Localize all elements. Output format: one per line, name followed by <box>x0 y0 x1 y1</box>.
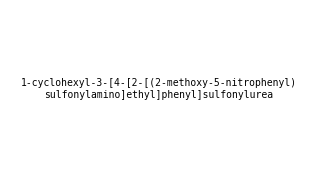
Text: 1-cyclohexyl-3-[4-[2-[(2-methoxy-5-nitrophenyl)
sulfonylamino]ethyl]phenyl]sulfo: 1-cyclohexyl-3-[4-[2-[(2-methoxy-5-nitro… <box>20 78 297 100</box>
